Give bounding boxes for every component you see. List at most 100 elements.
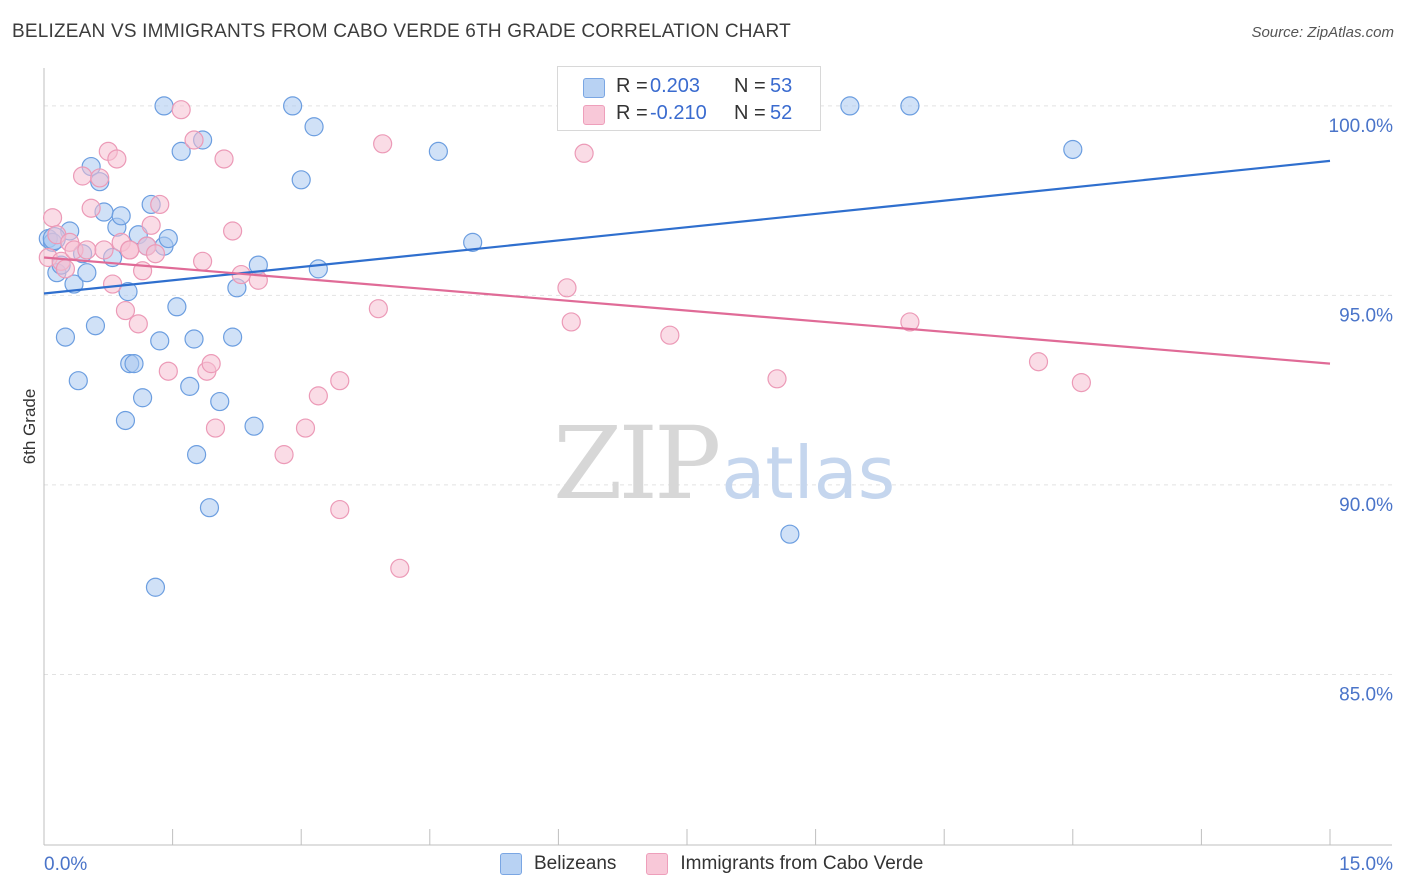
cabo-verde-point	[561, 312, 581, 332]
belizean-point	[111, 206, 131, 226]
belizean-point	[115, 410, 136, 431]
belizean-point	[840, 96, 860, 116]
cabo-verde-point	[660, 325, 680, 345]
legend-label-belizeans: Belizeans	[534, 853, 617, 874]
stats-legend: R = 0.203 N = 53 R = -0.210 N = 52	[557, 66, 821, 131]
cabo-verde-point	[150, 194, 170, 215]
y-axis-label: 6th Grade	[20, 389, 39, 465]
cabo-verde-point	[574, 143, 594, 163]
belizean-point	[223, 327, 243, 347]
belizean-point	[780, 524, 800, 544]
cabo-verde-point	[107, 149, 127, 169]
cabo-verde-point	[42, 208, 63, 228]
belizean-point	[64, 274, 84, 294]
cabo-verde-point	[128, 314, 148, 334]
x-tick-label: 0.0%	[44, 854, 87, 875]
cabo-verde-point	[274, 445, 294, 465]
legend-label-cabo-verde: Immigrants from Cabo Verde	[680, 853, 924, 874]
legend-row-belizeans: R = 0.203 N = 53	[558, 75, 820, 101]
cabo-verde-point	[373, 134, 393, 154]
legend-n-label: N =	[734, 75, 766, 97]
belizean-point	[291, 170, 311, 190]
cabo-verde-point	[115, 300, 136, 321]
legend-swatch-pink	[646, 853, 669, 875]
belizean-point	[124, 354, 144, 374]
legend-item-cabo-verde[interactable]: Immigrants from Cabo Verde	[646, 853, 923, 875]
cabo-verde-point	[330, 499, 350, 520]
cabo-verde-point	[77, 240, 97, 260]
cabo-verde-point	[330, 371, 350, 391]
belizean-point	[77, 263, 97, 283]
belizean-point	[184, 329, 204, 349]
source-label: Source: ZipAtlas.com	[1251, 24, 1394, 41]
cabo-verde-point	[94, 240, 114, 260]
belizean-point	[428, 141, 448, 161]
cabo-verde-point	[1071, 372, 1091, 393]
belizean-point	[55, 327, 76, 347]
legend-swatch-pink	[583, 105, 605, 125]
belizean-point	[304, 117, 324, 137]
cabo-verde-point	[120, 240, 140, 260]
legend-n-label: N =	[734, 102, 766, 124]
legend-swatch-blue	[500, 853, 522, 875]
cabo-verde-point	[145, 244, 166, 264]
belizean-point	[145, 577, 166, 597]
belizean-point	[154, 96, 174, 116]
cabo-verde-point	[308, 386, 328, 406]
belizean-point	[68, 371, 88, 391]
cabo-verde-point	[141, 215, 161, 235]
belizean-point	[308, 259, 328, 279]
legend-item-belizeans[interactable]: Belizeans	[500, 853, 616, 875]
cabo-verde-point	[201, 354, 221, 374]
cabo-verde-point	[214, 149, 234, 169]
belizean-point	[199, 498, 220, 518]
cabo-verde-point	[295, 418, 316, 438]
cabo-verde-point	[72, 166, 93, 186]
cabo-verde-point	[223, 221, 243, 241]
cabo-verde-point	[193, 251, 213, 271]
legend-r-label: R =	[616, 102, 648, 124]
y-tick-label: 95.0%	[1339, 305, 1393, 326]
belizean-point	[132, 388, 153, 408]
belizean-point	[150, 331, 170, 351]
cabo-verde-point	[90, 168, 110, 188]
cabo-verde-trend-line	[43, 256, 1331, 365]
watermark: ZIPatlas	[553, 405, 896, 522]
belizean-point	[283, 96, 303, 116]
belizean-point	[167, 297, 187, 317]
legend-n-value: 53	[770, 75, 793, 97]
cabo-verde-point	[81, 198, 101, 218]
cabo-verde-point	[184, 130, 204, 150]
belizean-point	[210, 391, 230, 412]
cabo-verde-point	[1028, 352, 1049, 372]
legend-r-value: 0.203	[650, 75, 701, 97]
legend-r-label: R =	[616, 75, 648, 97]
y-tick-label: 85.0%	[1339, 684, 1393, 705]
legend-row-cabo-verde: R = -0.210 N = 52	[558, 102, 820, 128]
cabo-verde-point	[158, 361, 178, 381]
y-tick-label: 90.0%	[1339, 495, 1393, 516]
belizean-point	[85, 316, 106, 336]
series-legend: Belizeans Immigrants from Cabo Verde	[500, 853, 953, 875]
x-tick-label: 15.0%	[1339, 854, 1393, 875]
legend-swatch-blue	[583, 78, 605, 98]
belizean-point	[118, 282, 138, 302]
cabo-verde-point	[102, 274, 123, 294]
cabo-verde-point	[171, 100, 191, 120]
belizean-point	[158, 228, 178, 249]
cabo-verde-point	[390, 558, 410, 578]
legend-n-value: 52	[770, 102, 793, 124]
cabo-verde-point	[900, 312, 920, 332]
chart-title: BELIZEAN VS IMMIGRANTS FROM CABO VERDE 6…	[12, 21, 791, 42]
cabo-verde-point	[55, 259, 76, 279]
y-tick-label: 100.0%	[1329, 116, 1394, 137]
belizean-point	[900, 96, 920, 116]
cabo-verde-point	[368, 299, 388, 319]
belizean-point	[187, 445, 207, 465]
belizean-point	[180, 376, 200, 396]
belizean-trend-line	[43, 159, 1331, 295]
belizean-point	[171, 141, 191, 161]
cabo-verde-point	[767, 369, 787, 389]
belizean-point	[244, 416, 264, 436]
